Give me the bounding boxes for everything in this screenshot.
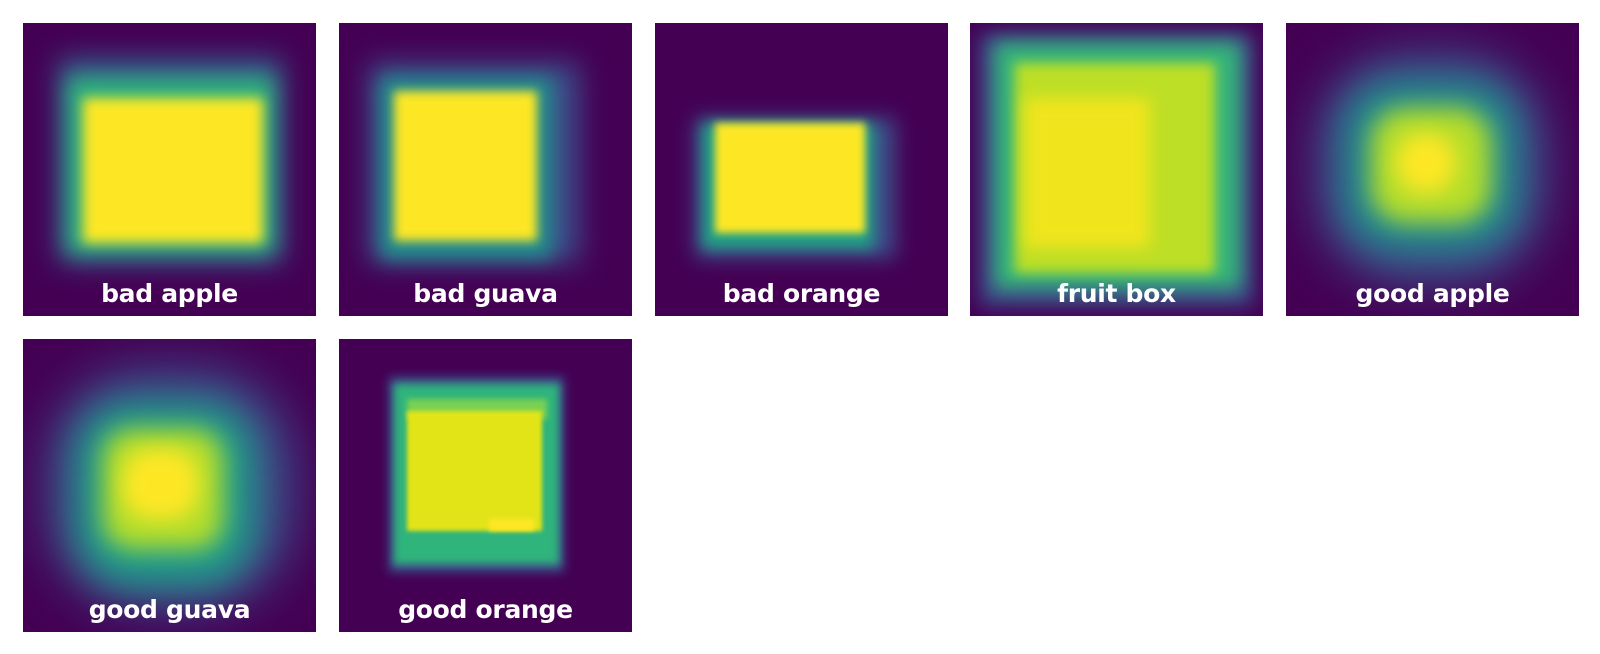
- heatmap-image: [339, 339, 632, 632]
- tile-label: fruit box: [1057, 279, 1176, 308]
- heatmap-tile-bad-orange: bad orange: [655, 23, 948, 316]
- heatmap-tile-good-apple: good apple: [1286, 23, 1579, 316]
- heatmap-tile-fruit-box: fruit box: [970, 23, 1263, 316]
- tile-label: bad guava: [413, 279, 558, 308]
- tile-label: good guava: [88, 595, 251, 624]
- tile-label: bad orange: [722, 279, 881, 308]
- heatmap-image: [23, 339, 316, 632]
- heatmap-tile-bad-guava: bad guava: [339, 23, 632, 316]
- tile-label: good orange: [398, 595, 573, 624]
- heatmap-tile-bad-apple: bad apple: [23, 23, 316, 316]
- heatmap-image: [1286, 23, 1579, 316]
- tile-label: good apple: [1355, 279, 1510, 308]
- heatmap-image: [970, 23, 1263, 316]
- heatmap-image: [655, 23, 948, 316]
- heatmap-image: [23, 23, 316, 316]
- tile-label: bad apple: [101, 279, 238, 308]
- heatmap-image: [339, 23, 632, 316]
- heatmap-tile-good-guava: good guava: [23, 339, 316, 632]
- heatmap-tile-good-orange: good orange: [339, 339, 632, 632]
